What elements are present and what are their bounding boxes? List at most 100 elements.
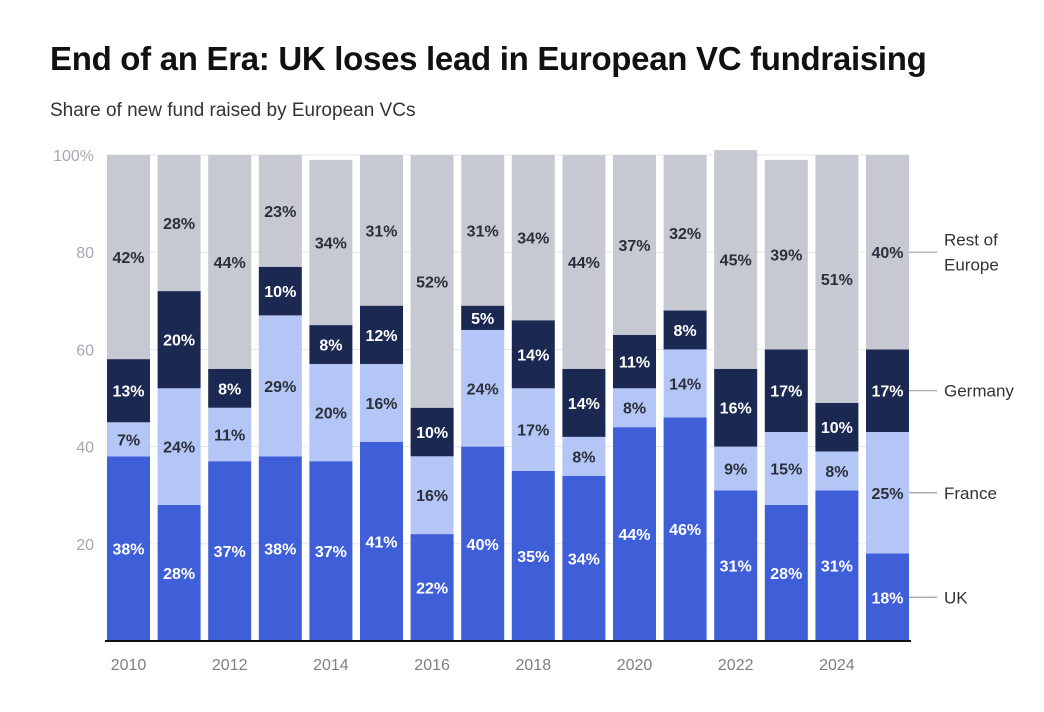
data-label-france-2023: 15%: [770, 461, 802, 478]
legend-label-rest-of-europe: Europe: [944, 256, 999, 275]
data-label-rest-of-europe-2013: 23%: [264, 204, 296, 221]
bar-germany-2017: [461, 305, 505, 330]
data-label-germany-2010: 13%: [112, 384, 144, 401]
bar-rest-of-europe-2023: [764, 159, 808, 350]
data-label-france-2014: 20%: [315, 406, 347, 423]
data-label-rest-of-europe-2023: 39%: [770, 248, 802, 265]
data-label-france-2012: 11%: [214, 427, 245, 444]
bar-germany-2011: [157, 291, 201, 389]
bar-rest-of-europe-2015: [360, 155, 403, 306]
bar-germany-2023: [764, 349, 808, 433]
data-label-uk-2022: 31%: [720, 559, 752, 576]
data-label-germany-2014: 8%: [319, 338, 342, 355]
data-label-france-2021: 14%: [669, 376, 701, 393]
bar-france-2017: [461, 329, 505, 447]
data-label-uk-2014: 37%: [315, 544, 347, 561]
bar-rest-of-europe-2017: [461, 155, 505, 306]
data-label-germany-2023: 17%: [770, 384, 802, 401]
data-label-germany-2015: 12%: [365, 328, 397, 345]
bar-uk-2025: [866, 553, 909, 641]
bar-germany-2019: [562, 368, 606, 437]
bar-rest-of-europe-2024: [815, 155, 859, 403]
bar-france-2021: [663, 349, 707, 418]
data-label-rest-of-europe-2022: 45%: [720, 252, 752, 269]
data-label-germany-2020: 11%: [619, 355, 650, 372]
bar-uk-2020: [613, 427, 656, 641]
x-tick-label-2010: 2010: [111, 657, 147, 674]
bar-france-2013: [258, 315, 302, 457]
data-label-france-2015: 16%: [365, 396, 397, 413]
bar-france-2011: [157, 388, 201, 505]
bar-germany-2020: [613, 334, 656, 389]
y-tick-label: 20: [76, 537, 94, 554]
data-label-france-2022: 9%: [724, 461, 747, 478]
bar-uk-2021: [663, 417, 707, 641]
data-label-germany-2021: 8%: [674, 323, 697, 340]
bar-uk-2012: [208, 461, 252, 641]
data-label-rest-of-europe-2014: 34%: [315, 235, 347, 252]
bar-france-2023: [764, 432, 808, 505]
data-label-uk-2024: 31%: [821, 559, 853, 576]
bar-france-2010: [107, 422, 150, 457]
data-label-rest-of-europe-2025: 40%: [871, 245, 903, 262]
x-tick-label-2018: 2018: [516, 657, 552, 674]
bar-uk-2017: [461, 446, 505, 641]
bar-france-2025: [866, 432, 909, 554]
data-label-uk-2019: 34%: [568, 551, 600, 568]
x-tick-label-2024: 2024: [819, 657, 855, 674]
data-label-france-2018: 17%: [517, 423, 549, 440]
data-label-rest-of-europe-2016: 52%: [416, 274, 448, 291]
bar-france-2018: [511, 388, 555, 471]
bar-germany-2015: [360, 305, 403, 364]
data-label-rest-of-europe-2011: 28%: [163, 216, 195, 233]
bar-germany-2022: [714, 368, 758, 447]
bar-rest-of-europe-2021: [663, 155, 707, 311]
data-label-france-2025: 25%: [871, 486, 903, 503]
chart-title: End of an Era: UK loses lead in European…: [50, 40, 927, 77]
bar-uk-2016: [410, 534, 454, 641]
data-label-germany-2013: 10%: [264, 284, 296, 301]
data-label-uk-2015: 41%: [365, 534, 397, 551]
bar-rest-of-europe-2012: [208, 155, 252, 369]
bar-france-2014: [309, 363, 353, 462]
bar-uk-2024: [815, 490, 859, 641]
data-label-uk-2011: 28%: [163, 566, 195, 583]
bar-france-2020: [613, 388, 656, 428]
data-label-france-2016: 16%: [416, 488, 448, 505]
bar-uk-2010: [107, 456, 150, 641]
bar-labels: 38% 7% 13% 42% 28% 24% 20% 28% 37% 11% 8% 44% 38% 29%…: [112, 204, 903, 607]
bar-rest-of-europe-2011: [157, 155, 201, 292]
bar-rest-of-europe-2022: [714, 150, 758, 369]
data-label-uk-2012: 37%: [214, 544, 246, 561]
data-label-uk-2025: 18%: [871, 590, 903, 607]
bar-france-2024: [815, 451, 859, 491]
data-label-rest-of-europe-2015: 31%: [365, 223, 397, 240]
data-label-rest-of-europe-2021: 32%: [669, 226, 701, 243]
bar-uk-2023: [764, 504, 808, 641]
bar-rest-of-europe-2025: [866, 155, 909, 350]
bar-france-2019: [562, 436, 606, 476]
legend-label-france: France: [944, 484, 997, 503]
bar-uk-2018: [511, 470, 555, 641]
bar-uk-2011: [157, 504, 201, 641]
data-label-germany-2025: 17%: [871, 384, 903, 401]
bar-uk-2015: [360, 441, 403, 641]
data-label-france-2011: 24%: [163, 440, 195, 457]
bar-uk-2019: [562, 475, 606, 641]
bar-germany-2018: [511, 320, 555, 389]
data-label-rest-of-europe-2010: 42%: [112, 250, 144, 267]
bar-rest-of-europe-2010: [107, 155, 150, 360]
bar-germany-2021: [663, 310, 707, 350]
bar-france-2012: [208, 407, 252, 462]
bar-germany-2025: [866, 349, 909, 433]
data-label-rest-of-europe-2019: 44%: [568, 255, 600, 272]
y-axis: 20 40 60 80 100%: [53, 148, 94, 554]
bar-uk-2022: [714, 490, 758, 641]
bar-germany-2010: [107, 359, 150, 423]
bar-rest-of-europe-2014: [309, 159, 353, 326]
data-label-uk-2020: 44%: [618, 527, 650, 544]
bar-germany-2013: [258, 266, 302, 316]
data-label-france-2013: 29%: [264, 379, 296, 396]
bar-rest-of-europe-2016: [410, 155, 454, 408]
